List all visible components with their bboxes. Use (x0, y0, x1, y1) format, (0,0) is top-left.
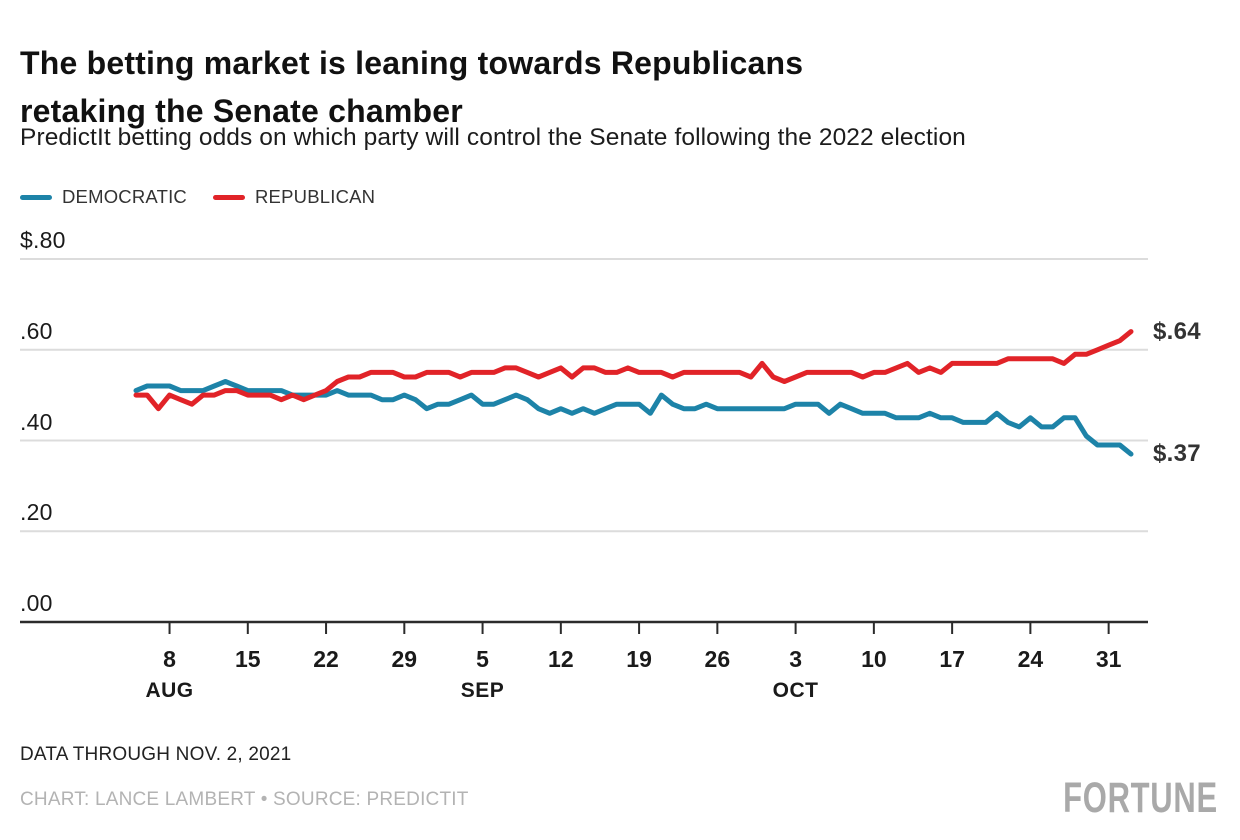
x-tick-label: 15 (235, 646, 261, 672)
y-axis-label: .20 (20, 499, 53, 526)
x-tick-label: 10 (861, 646, 887, 672)
legend-label-democratic: DEMOCRATIC (62, 186, 187, 207)
legend: DEMOCRATIC REPUBLICAN (20, 186, 375, 208)
democratic-line-swatch-icon (20, 194, 52, 200)
x-tick-label: 24 (1017, 646, 1044, 672)
republican-line (133, 329, 1134, 412)
chart-title-line2: retaking the Senate chamber (20, 93, 463, 130)
x-tick-label: 3 (789, 646, 802, 672)
legend-item-republican: REPUBLICAN (213, 186, 375, 208)
footer-note: DATA THROUGH NOV. 2, 2021 (20, 744, 292, 765)
republican-line-swatch-icon (213, 194, 245, 200)
y-axis-label: $.80 (20, 227, 66, 253)
x-tick-label: 29 (391, 646, 418, 672)
x-tick-label: 22 (313, 646, 339, 672)
end-label-democratic: $.37 (1153, 440, 1201, 468)
y-axis-label: .60 (20, 317, 53, 344)
x-tick-label: 19 (626, 646, 652, 672)
fortune-logo: FORTUNE (1063, 774, 1218, 822)
chart-subtitle: PredictIt betting odds on which party wi… (20, 124, 966, 151)
legend-item-democratic: DEMOCRATIC (20, 186, 187, 208)
x-tick-label: 5 (476, 646, 489, 672)
x-tick-label: 17 (939, 646, 965, 672)
footer-credit: CHART: LANCE LAMBERT • SOURCE: PREDICTIT (20, 789, 469, 810)
y-axis-label: .00 (20, 590, 53, 616)
month-label: AUG (145, 679, 194, 702)
x-tick-label: 31 (1095, 646, 1122, 672)
month-label: SEP (460, 679, 505, 702)
legend-label-republican: REPUBLICAN (255, 186, 376, 207)
chart-title: The betting market is leaning towards Re… (20, 39, 803, 135)
end-label-republican: $.64 (1153, 317, 1201, 345)
x-tick-label: 12 (548, 646, 574, 672)
chart-title-line1: The betting market is leaning towards Re… (20, 45, 804, 82)
plot-area (20, 258, 1148, 634)
y-axis-label: .40 (20, 408, 53, 435)
x-tick-label: 26 (704, 646, 731, 672)
democratic-line (133, 379, 1134, 457)
month-label: OCT (772, 679, 819, 702)
x-tick-label: 8 (163, 646, 176, 672)
